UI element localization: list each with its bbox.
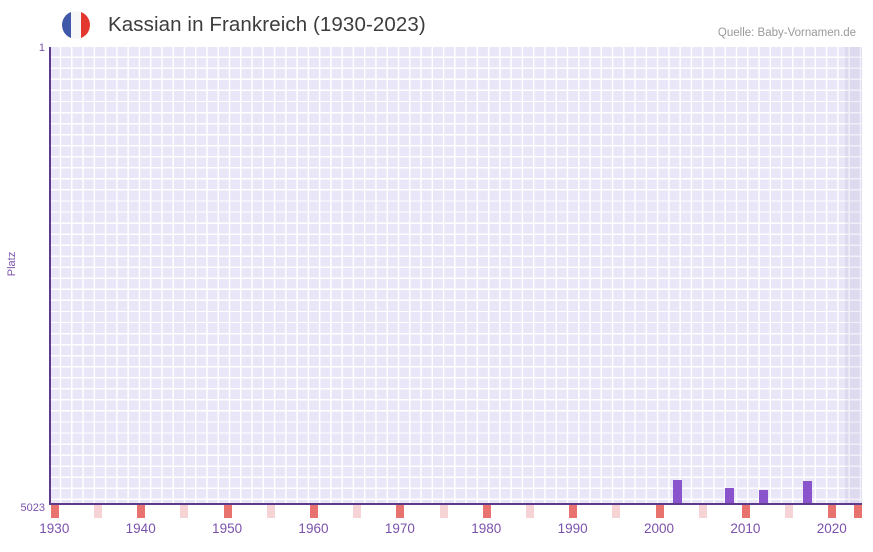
x-tick-end <box>854 505 862 518</box>
x-tick-1995 <box>612 505 621 518</box>
bar-2002[interactable] <box>672 480 682 503</box>
flag-band-white <box>71 11 81 39</box>
x-tick-label-1960: 1960 <box>298 521 329 536</box>
flag-band-blue <box>62 11 72 39</box>
bar-2008[interactable] <box>724 488 734 503</box>
x-tick-1955 <box>266 505 275 518</box>
x-tick-1975 <box>439 505 448 518</box>
x-tick-1950 <box>223 505 232 518</box>
x-tick-1935 <box>94 505 103 518</box>
x-tick-label-1930: 1930 <box>39 521 70 536</box>
x-axis-line <box>49 503 862 505</box>
x-tick-2005 <box>698 505 707 518</box>
x-tick-1965 <box>353 505 362 518</box>
x-tick-label-2000: 2000 <box>643 521 675 536</box>
x-tick-label-1950: 1950 <box>212 521 243 536</box>
x-tick-label-1970: 1970 <box>384 521 415 536</box>
bar-2017[interactable] <box>802 481 812 503</box>
source-attribution: Quelle: Baby-Vornamen.de <box>717 27 856 39</box>
x-tick-1980 <box>482 505 491 518</box>
x-tick-label-1940: 1940 <box>125 521 156 536</box>
x-tick-label-2020: 2020 <box>816 521 847 536</box>
y-tick-label-top: 1 <box>38 42 45 54</box>
x-tick-1985 <box>525 505 534 518</box>
x-tick-1945 <box>180 505 189 518</box>
x-tick-label-1990: 1990 <box>557 521 588 536</box>
x-tick-1970 <box>396 505 405 518</box>
plot-area <box>50 47 862 503</box>
x-tick-2020 <box>828 505 837 518</box>
x-tick-1930 <box>50 505 59 518</box>
france-flag-icon <box>62 11 90 39</box>
x-tick-label-1980: 1980 <box>471 521 502 536</box>
x-tick-1990 <box>569 505 578 518</box>
x-tick-2015 <box>785 505 794 518</box>
x-tick-2010 <box>741 505 750 518</box>
y-tick-label-bottom: 5023 <box>20 502 45 514</box>
x-tick-label-2010: 2010 <box>730 521 761 536</box>
chart-title: Kassian in Frankreich (1930-2023) <box>108 13 426 36</box>
recent-years-shaded-band <box>844 47 862 503</box>
bar-2012[interactable] <box>759 490 769 503</box>
x-tick-2000 <box>655 505 664 518</box>
y-axis-line <box>49 47 51 504</box>
flag-band-red <box>80 11 90 39</box>
x-tick-1940 <box>137 505 146 518</box>
grid-rows <box>50 47 862 503</box>
y-axis-title: Platz <box>6 251 18 277</box>
x-tick-1960 <box>310 505 318 518</box>
